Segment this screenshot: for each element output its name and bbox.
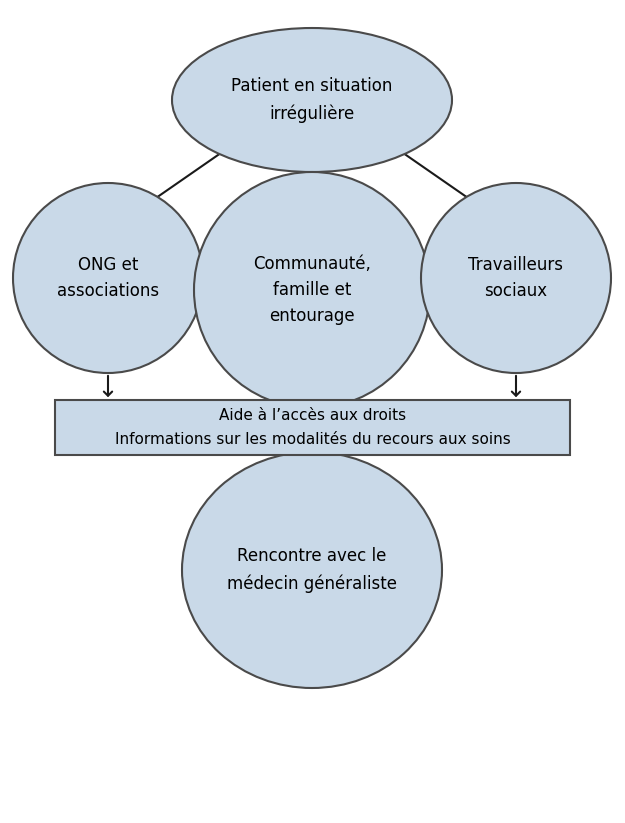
Ellipse shape <box>172 28 452 172</box>
Text: Patient en situation
irrégulière: Patient en situation irrégulière <box>231 77 392 123</box>
Ellipse shape <box>13 183 203 373</box>
Text: Aide à l’accès aux droits
Informations sur les modalités du recours aux soins: Aide à l’accès aux droits Informations s… <box>114 407 511 447</box>
Text: Rencontre avec le
médecin généraliste: Rencontre avec le médecin généraliste <box>227 547 397 593</box>
Text: Communauté,
famille et
entourage: Communauté, famille et entourage <box>253 254 371 325</box>
Text: Travailleurs
sociaux: Travailleurs sociaux <box>469 256 564 300</box>
Ellipse shape <box>182 452 442 688</box>
Ellipse shape <box>194 172 430 408</box>
Ellipse shape <box>421 183 611 373</box>
FancyBboxPatch shape <box>55 400 570 455</box>
Text: ONG et
associations: ONG et associations <box>57 256 159 300</box>
